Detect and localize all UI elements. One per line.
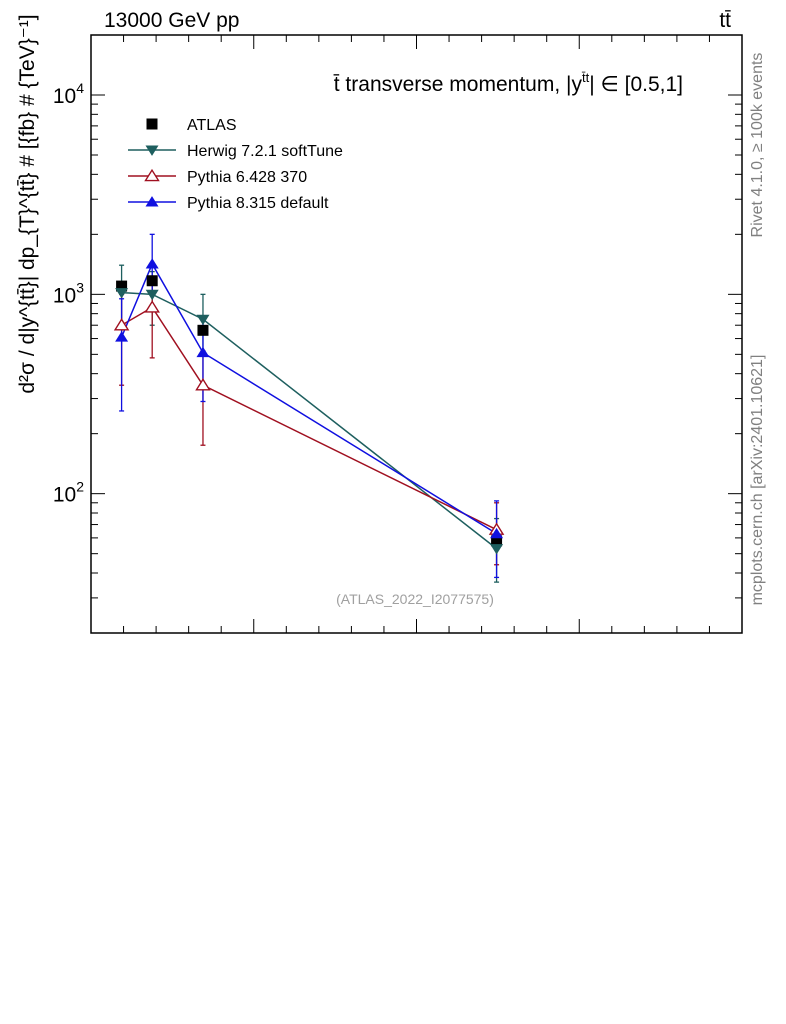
legend: ATLAS Herwig 7.2.1 softTune Pythia 6.428 3…: [128, 117, 343, 212]
data-point-pythia-8-315-default: [196, 346, 210, 358]
series-lines: [120, 262, 498, 550]
data-point-pythia-6-428-370: [113, 318, 130, 331]
data-point-herwig-7-2-1-softtune: [490, 544, 504, 555]
legend-label-herwig-7-2-1-softtune: Herwig 7.2.1 softTune: [187, 143, 343, 160]
source-label: mcplots.cern.ch [arXiv:2401.10621]: [749, 355, 766, 606]
error-bars: [119, 233, 500, 583]
data-point-atlas: [146, 275, 158, 287]
y-tick-label: 103: [53, 279, 84, 307]
chart-title: t̄ transverse momentum, |yt̄t| ∈ [0.5,1]: [333, 70, 683, 96]
data-point-atlas: [491, 535, 503, 547]
analysis-id: (ATLAS_2022_I2077575): [336, 591, 494, 607]
y-tick-label: 104: [53, 80, 84, 108]
data-point-pythia-6-428-370: [195, 378, 211, 391]
data-point-pythia-6-428-370: [144, 300, 160, 313]
data-point-herwig-7-2-1-softtune: [196, 314, 210, 326]
data-point-herwig-7-2-1-softtune: [115, 288, 129, 299]
data-point-pythia-8-315-default: [115, 331, 129, 342]
legend-marker-atlas: [146, 118, 158, 130]
data-point-pythia-8-315-default: [145, 258, 159, 269]
y-tick-label: 102: [53, 479, 84, 507]
series-line-herwig-7-2-1-softtune: [121, 291, 498, 550]
legend-marker-pythia-6-428-370: [144, 168, 160, 182]
legend-label-pythia-8-315-default: Pythia 8.315 default: [187, 195, 329, 212]
process-label: 13000 GeV pp: [104, 9, 239, 32]
data-point-atlas: [197, 324, 209, 336]
legend-label-pythia-6-428-370: Pythia 6.428 370: [187, 169, 307, 186]
data-point-pythia-8-315-default: [490, 527, 504, 539]
axes: 102 103 104: [53, 34, 743, 634]
legend-marker-herwig-7-2-1-softtune: [145, 145, 159, 156]
data-point-herwig-7-2-1-softtune: [145, 289, 159, 301]
rivet-version-label: Rivet 4.1.0, ≥ 100k events: [749, 53, 766, 238]
legend-label-atlas: ATLAS: [187, 117, 237, 134]
series-line-pythia-6-428-370: [121, 306, 497, 531]
final-state-label: tt̄: [719, 9, 731, 32]
legend-marker-pythia-8-315-default: [145, 196, 159, 207]
series-line-pythia-8-315-default: [120, 262, 497, 535]
data-point-atlas: [116, 280, 128, 292]
y-axis-label: d²σ / d|y^{tt̄}| dp_{T}^{tt̄} # [{fb} # …: [16, 14, 39, 393]
series-markers: [113, 258, 505, 555]
